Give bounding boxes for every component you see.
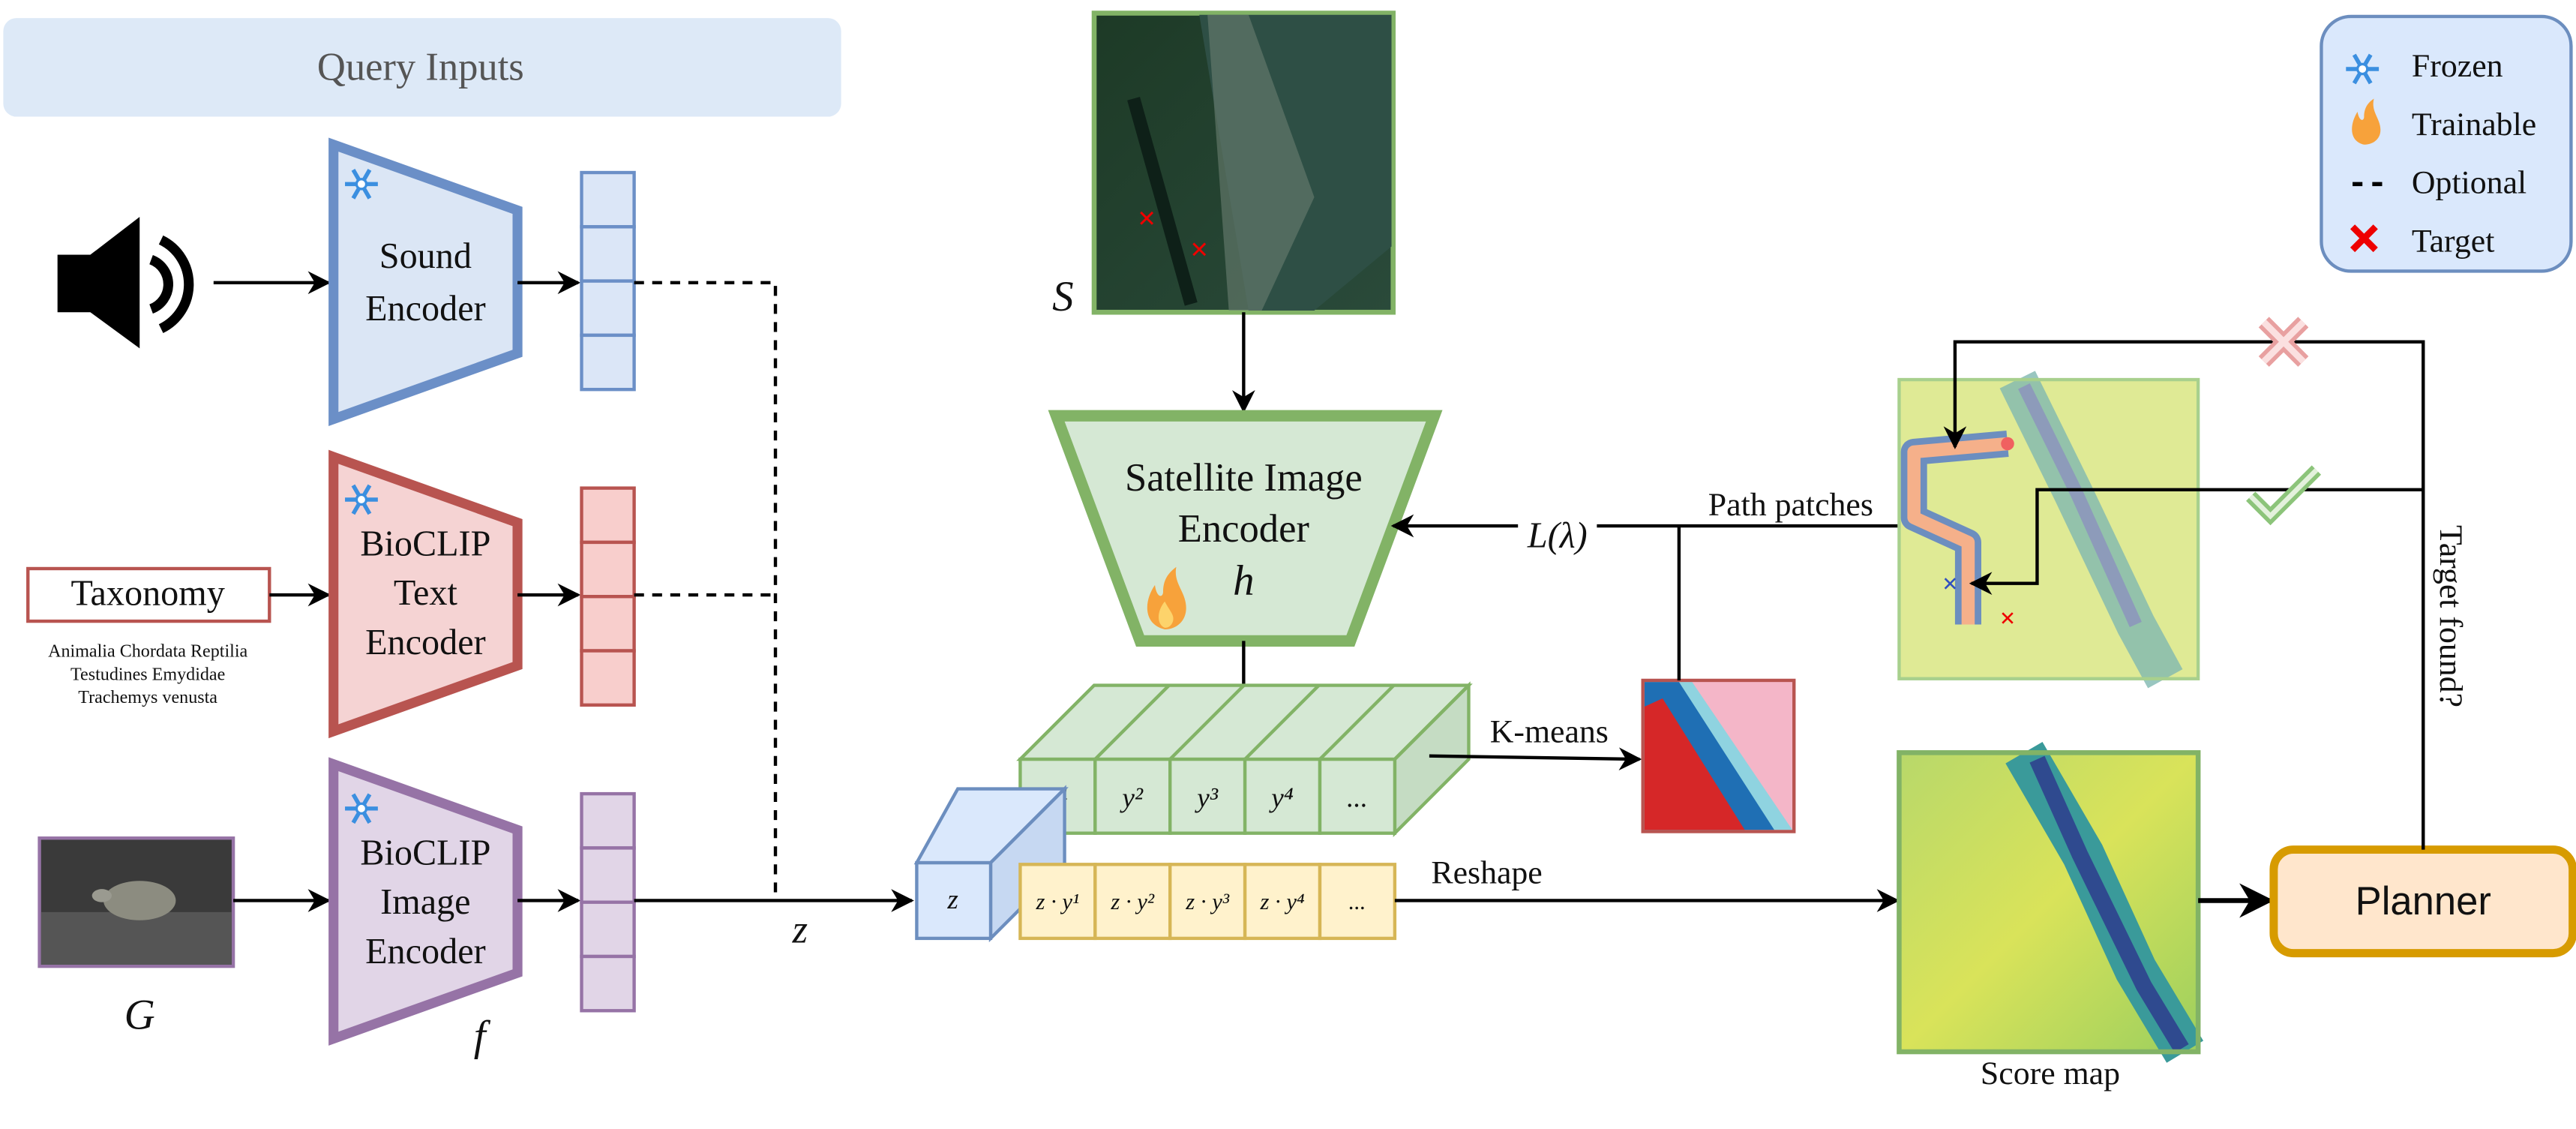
embedding-vector	[580, 791, 636, 1013]
z-cell-label: z	[946, 884, 958, 915]
feature-label: y⁴	[1268, 782, 1294, 813]
legend-label: Optional	[2412, 165, 2527, 201]
cell-edge	[1318, 683, 1396, 761]
legend-items: Frozen Trainable Optional Target	[2346, 48, 2536, 259]
satellite-encoder	[1048, 410, 1443, 647]
speaker-icon	[57, 217, 194, 349]
score-map-caption: Score map	[1981, 1055, 2120, 1091]
vector-cell	[580, 486, 636, 545]
text-encoder-label: BioCLIP Text Encoder	[360, 524, 490, 662]
sound-encoder-label: Sound Encoder	[365, 236, 486, 329]
loss-label: L(λ)	[1527, 516, 1588, 556]
planner-label: Planner	[2356, 879, 2491, 923]
embedding-vector	[580, 486, 636, 707]
snowflake-core	[355, 493, 368, 506]
accept-icon	[2246, 465, 2322, 526]
feature-label: ...	[1347, 782, 1368, 813]
legend-flame	[2352, 98, 2381, 145]
reject-icon	[2258, 317, 2309, 367]
svg-text:✕: ✕	[1999, 608, 2016, 630]
var-g: G	[124, 991, 155, 1038]
legend-label: Target	[2412, 223, 2494, 259]
vector-cell	[580, 333, 636, 392]
feature-cell	[1318, 757, 1397, 835]
target-found-label: Target found?	[2433, 525, 2469, 707]
taxonomy-lines: Animalia Chordata Reptilia Testudines Emy…	[48, 641, 247, 707]
optional-edge	[634, 281, 778, 901]
var-h: h	[1233, 557, 1254, 605]
snowflake-core	[355, 802, 368, 815]
feature-label: y³	[1194, 782, 1219, 813]
sound-encoder	[328, 137, 523, 426]
feedback-edge	[1969, 488, 2424, 596]
text-encoder	[328, 449, 523, 739]
taxonomy-box	[26, 566, 271, 623]
product-label: z · y²	[1110, 889, 1155, 914]
vector-cell	[580, 900, 636, 959]
snowflake-core	[2356, 62, 2369, 76]
vector-cell	[580, 595, 636, 653]
product-label: z · y³	[1185, 889, 1230, 914]
feature-label: y²	[1119, 782, 1144, 813]
svg-text:✕: ✕	[1189, 238, 1209, 264]
product-cells: z · y¹ z · y² z · y³ z · y⁴...	[1018, 863, 1397, 941]
product-cell	[1318, 863, 1397, 941]
var-f: f	[474, 1013, 491, 1060]
vector-cell	[580, 225, 636, 283]
vector-cell	[580, 954, 636, 1013]
var-s: S	[1052, 273, 1073, 320]
reshape-label: Reshape	[1431, 855, 1542, 891]
feedback-edge	[1943, 340, 2425, 850]
score-map	[1897, 742, 2204, 1063]
label-bg	[1518, 506, 1597, 549]
product-label: z · y¹	[1035, 889, 1079, 914]
path-map: ✕ ✕	[1897, 371, 2200, 689]
vector-cell	[580, 279, 636, 338]
image-encoder	[328, 757, 523, 1046]
flame-icon	[1147, 566, 1186, 630]
query-title: Query Inputs	[317, 45, 524, 89]
query-panel	[3, 18, 841, 117]
legend-cross	[2350, 224, 2378, 253]
feature-top	[1016, 683, 1473, 761]
product-label: ...	[1348, 889, 1366, 914]
svg-text:✕: ✕	[1137, 206, 1156, 233]
cell-edge	[1393, 683, 1471, 761]
cell-edge	[1168, 683, 1246, 761]
kmeans-label: K-means	[1490, 713, 1609, 749]
legend-label: Trainable	[2412, 107, 2536, 143]
cell-edge	[1243, 683, 1321, 761]
product-cell	[1168, 863, 1247, 941]
svg-text:✕: ✕	[1942, 573, 1958, 596]
snowflake-core	[355, 178, 368, 191]
cell-edge	[1093, 683, 1171, 761]
vector-cell	[580, 649, 636, 707]
kmeans-image	[1641, 678, 1796, 833]
legend	[2320, 14, 2573, 273]
product-label: z · y⁴	[1259, 889, 1305, 914]
vector-cell	[580, 170, 636, 229]
turtle-photo	[37, 836, 235, 968]
embedding-vector	[580, 170, 636, 392]
vector-cell	[580, 791, 636, 850]
vector-cell	[580, 540, 636, 599]
satellite-image: ✕ ✕	[1091, 11, 1396, 315]
legend-label: Frozen	[2412, 48, 2503, 84]
feature-cell	[1168, 757, 1247, 835]
arrow	[1429, 747, 1642, 770]
image-encoder-label: BioCLIP Image Encoder	[360, 833, 490, 971]
path-patches-label: Path patches	[1708, 487, 1873, 523]
satellite-encoder-label: Satellite Image Encoder	[1125, 456, 1363, 551]
vector-cell	[580, 846, 636, 904]
var-z: z	[792, 908, 808, 951]
taxonomy-label: Taxonomy	[70, 573, 224, 613]
